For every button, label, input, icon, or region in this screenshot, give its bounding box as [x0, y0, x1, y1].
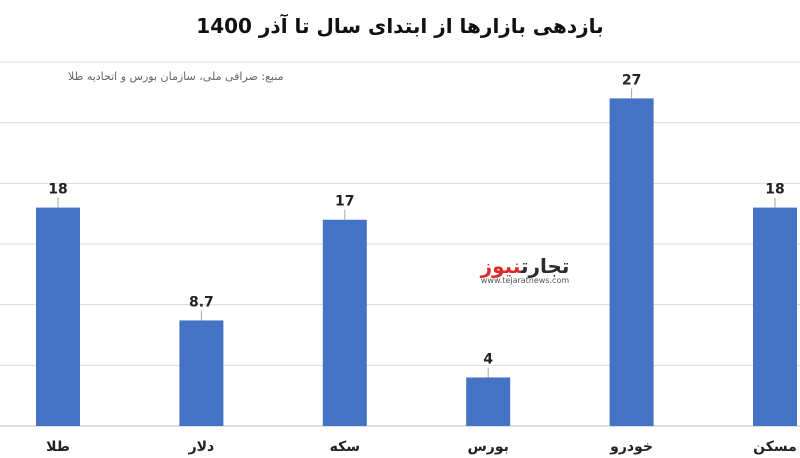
value-labels: 18 8.7 17 4 27 18 [48, 72, 784, 367]
category-label: مسکن [753, 439, 797, 455]
category-label: دلار [188, 439, 215, 455]
bar-5 [753, 207, 797, 426]
category-label: طلا [46, 439, 70, 455]
bar-0 [36, 207, 80, 426]
watermark-name: تجارتنیوز [480, 254, 570, 278]
chart-title: بازدهی بازارها از ابتدای سال تا آذر 1400 [196, 14, 604, 38]
value-label: 27 [622, 72, 641, 88]
label-leaders [57, 88, 776, 378]
bar-3 [466, 377, 511, 426]
bar-4 [609, 98, 654, 427]
source-note: منبع: صرافی ملی، سازمان بورس و اتحادیه ط… [68, 70, 284, 83]
category-label: خودرو [609, 439, 653, 455]
value-label: 18 [765, 182, 784, 198]
category-label: سکه [330, 439, 360, 455]
category-label: بورس [467, 439, 508, 455]
watermark-url: www.tejaratnews.com [480, 276, 570, 285]
value-label: 17 [335, 194, 354, 210]
bar-1 [179, 320, 224, 426]
category-labels: طلا دلار سکه بورس خودرو مسکن [46, 439, 797, 455]
watermark-logo: تجارتنیوز www.tejaratnews.com [470, 254, 580, 285]
bars [36, 98, 797, 427]
value-label: 4 [483, 351, 493, 367]
gridlines [0, 61, 800, 427]
value-label: 18 [48, 182, 67, 198]
bar-2 [322, 219, 367, 426]
value-label: 8.7 [189, 294, 214, 310]
